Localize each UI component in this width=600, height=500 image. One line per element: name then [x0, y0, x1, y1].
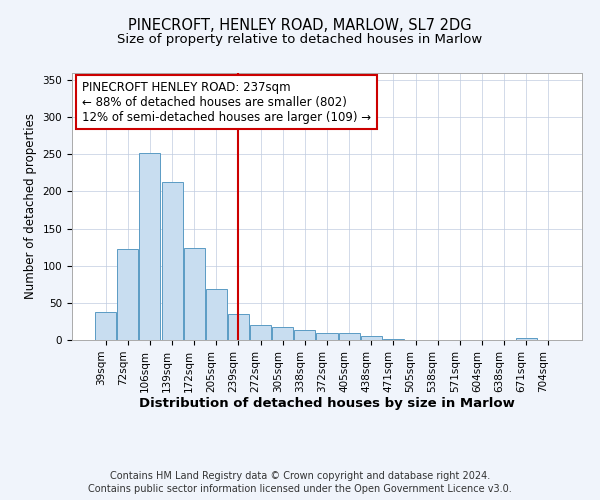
Bar — [316, 332, 338, 340]
Text: PINECROFT, HENLEY ROAD, MARLOW, SL7 2DG: PINECROFT, HENLEY ROAD, MARLOW, SL7 2DG — [128, 18, 472, 32]
X-axis label: Distribution of detached houses by size in Marlow: Distribution of detached houses by size … — [139, 398, 515, 410]
Bar — [184, 248, 205, 340]
Bar — [338, 332, 359, 340]
Text: Size of property relative to detached houses in Marlow: Size of property relative to detached ho… — [118, 32, 482, 46]
Bar — [295, 330, 316, 340]
Text: Contains HM Land Registry data © Crown copyright and database right 2024.: Contains HM Land Registry data © Crown c… — [110, 471, 490, 481]
Bar — [228, 314, 249, 340]
Bar — [95, 312, 116, 340]
Bar — [515, 338, 536, 340]
Y-axis label: Number of detached properties: Number of detached properties — [24, 114, 37, 299]
Bar — [139, 153, 160, 340]
Bar — [161, 182, 182, 340]
Text: Contains public sector information licensed under the Open Government Licence v3: Contains public sector information licen… — [88, 484, 512, 494]
Bar — [118, 248, 139, 340]
Text: PINECROFT HENLEY ROAD: 237sqm
← 88% of detached houses are smaller (802)
12% of : PINECROFT HENLEY ROAD: 237sqm ← 88% of d… — [82, 80, 371, 124]
Bar — [361, 336, 382, 340]
Bar — [250, 325, 271, 340]
Bar — [206, 288, 227, 340]
Bar — [272, 328, 293, 340]
